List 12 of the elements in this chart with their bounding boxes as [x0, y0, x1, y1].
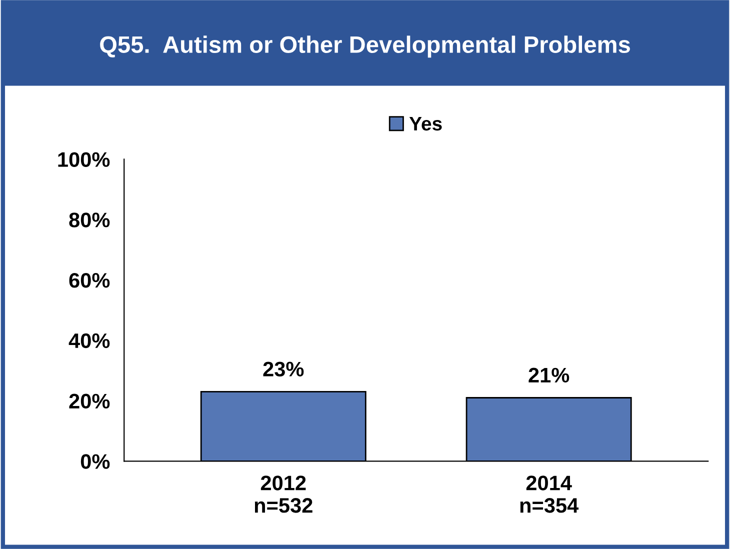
y-tick-label: 20% — [69, 394, 110, 409]
x-tick-label: 2014 n=354 — [520, 476, 579, 513]
y-tick-label: 40% — [68, 333, 110, 348]
legend-label: Yes — [409, 117, 442, 131]
y-tick-label: 60% — [69, 272, 110, 288]
y-tick-label: 0% — [80, 454, 110, 469]
data-label: 23% — [263, 362, 304, 377]
y-tick-label: 80% — [69, 212, 110, 228]
chart-title: Q55. Autism or Other Developmental Problems — [100, 36, 630, 58]
y-tick-label: 100% — [58, 152, 110, 167]
data-label: 21% — [528, 368, 570, 382]
x-tick-label: 2012 n=532 — [254, 476, 312, 513]
